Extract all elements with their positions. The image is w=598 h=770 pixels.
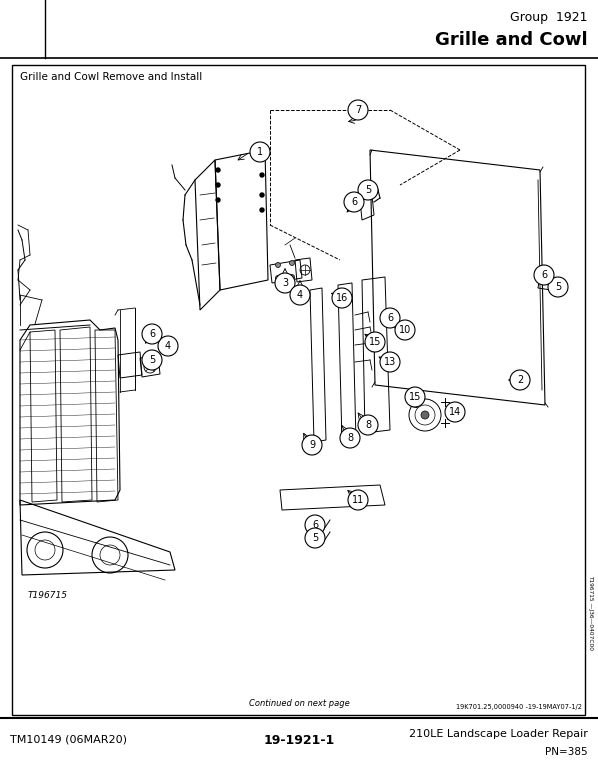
Text: 6: 6 [541,270,547,280]
Text: 15: 15 [409,392,421,402]
Text: Group  1921: Group 1921 [511,12,588,25]
Text: 5: 5 [555,282,561,292]
Text: 13: 13 [384,357,396,367]
Text: Continued on next page: Continued on next page [249,698,349,708]
Text: PN=385: PN=385 [545,747,588,757]
Text: 15: 15 [369,337,381,347]
Text: 5: 5 [149,355,155,365]
Circle shape [348,490,368,510]
Circle shape [332,288,352,308]
Circle shape [358,415,378,435]
Text: 11: 11 [352,495,364,505]
Circle shape [344,192,364,212]
Circle shape [158,336,178,356]
Text: 3: 3 [282,278,288,288]
Text: T196715 —J36—0407C00: T196715 —J36—0407C00 [588,575,593,650]
Text: 6: 6 [351,197,357,207]
Circle shape [260,208,264,212]
Text: Grille and Cowl: Grille and Cowl [435,31,588,49]
Circle shape [405,387,425,407]
Circle shape [250,142,270,162]
Text: 6: 6 [312,520,318,530]
Circle shape [365,332,385,352]
Text: 8: 8 [347,433,353,443]
Circle shape [380,352,400,372]
Text: 10: 10 [399,325,411,335]
Text: 6: 6 [387,313,393,323]
Circle shape [305,528,325,548]
Text: 9: 9 [309,440,315,450]
Text: 8: 8 [365,420,371,430]
Text: T196715: T196715 [28,591,68,600]
Text: 16: 16 [336,293,348,303]
Circle shape [340,428,360,448]
Circle shape [276,276,280,280]
Text: Grille and Cowl Remove and Install: Grille and Cowl Remove and Install [20,72,202,82]
Bar [12,65,585,715]
Circle shape [445,402,465,422]
Circle shape [510,370,530,390]
Circle shape [395,320,415,340]
Circle shape [290,285,310,305]
Text: 210LE Landscape Loader Repair: 210LE Landscape Loader Repair [409,729,588,739]
Text: 5: 5 [365,185,371,195]
Circle shape [216,198,220,202]
Circle shape [260,193,264,197]
Circle shape [216,168,220,172]
Circle shape [380,308,400,328]
Circle shape [216,183,220,187]
Circle shape [260,173,264,177]
Text: 2: 2 [517,375,523,385]
Text: 6: 6 [149,329,155,339]
Text: 7: 7 [355,105,361,115]
Text: 14: 14 [449,407,461,417]
Circle shape [289,260,294,266]
Text: 5: 5 [312,533,318,543]
Circle shape [534,265,554,285]
Circle shape [421,411,429,419]
Text: 4: 4 [165,341,171,351]
Circle shape [142,324,162,344]
Circle shape [548,277,568,297]
Circle shape [302,435,322,455]
Circle shape [276,263,280,267]
Circle shape [348,100,368,120]
Circle shape [275,273,295,293]
Text: TM10149 (06MAR20): TM10149 (06MAR20) [10,735,127,745]
Text: 19K701.25,0000940 -19-19MAY07-1/2: 19K701.25,0000940 -19-19MAY07-1/2 [456,704,582,710]
Circle shape [358,180,378,200]
Text: 4: 4 [297,290,303,300]
Circle shape [289,274,294,280]
Circle shape [305,515,325,535]
Circle shape [142,350,162,370]
Text: 1: 1 [257,147,263,157]
Text: 19-1921-1: 19-1921-1 [263,734,335,746]
